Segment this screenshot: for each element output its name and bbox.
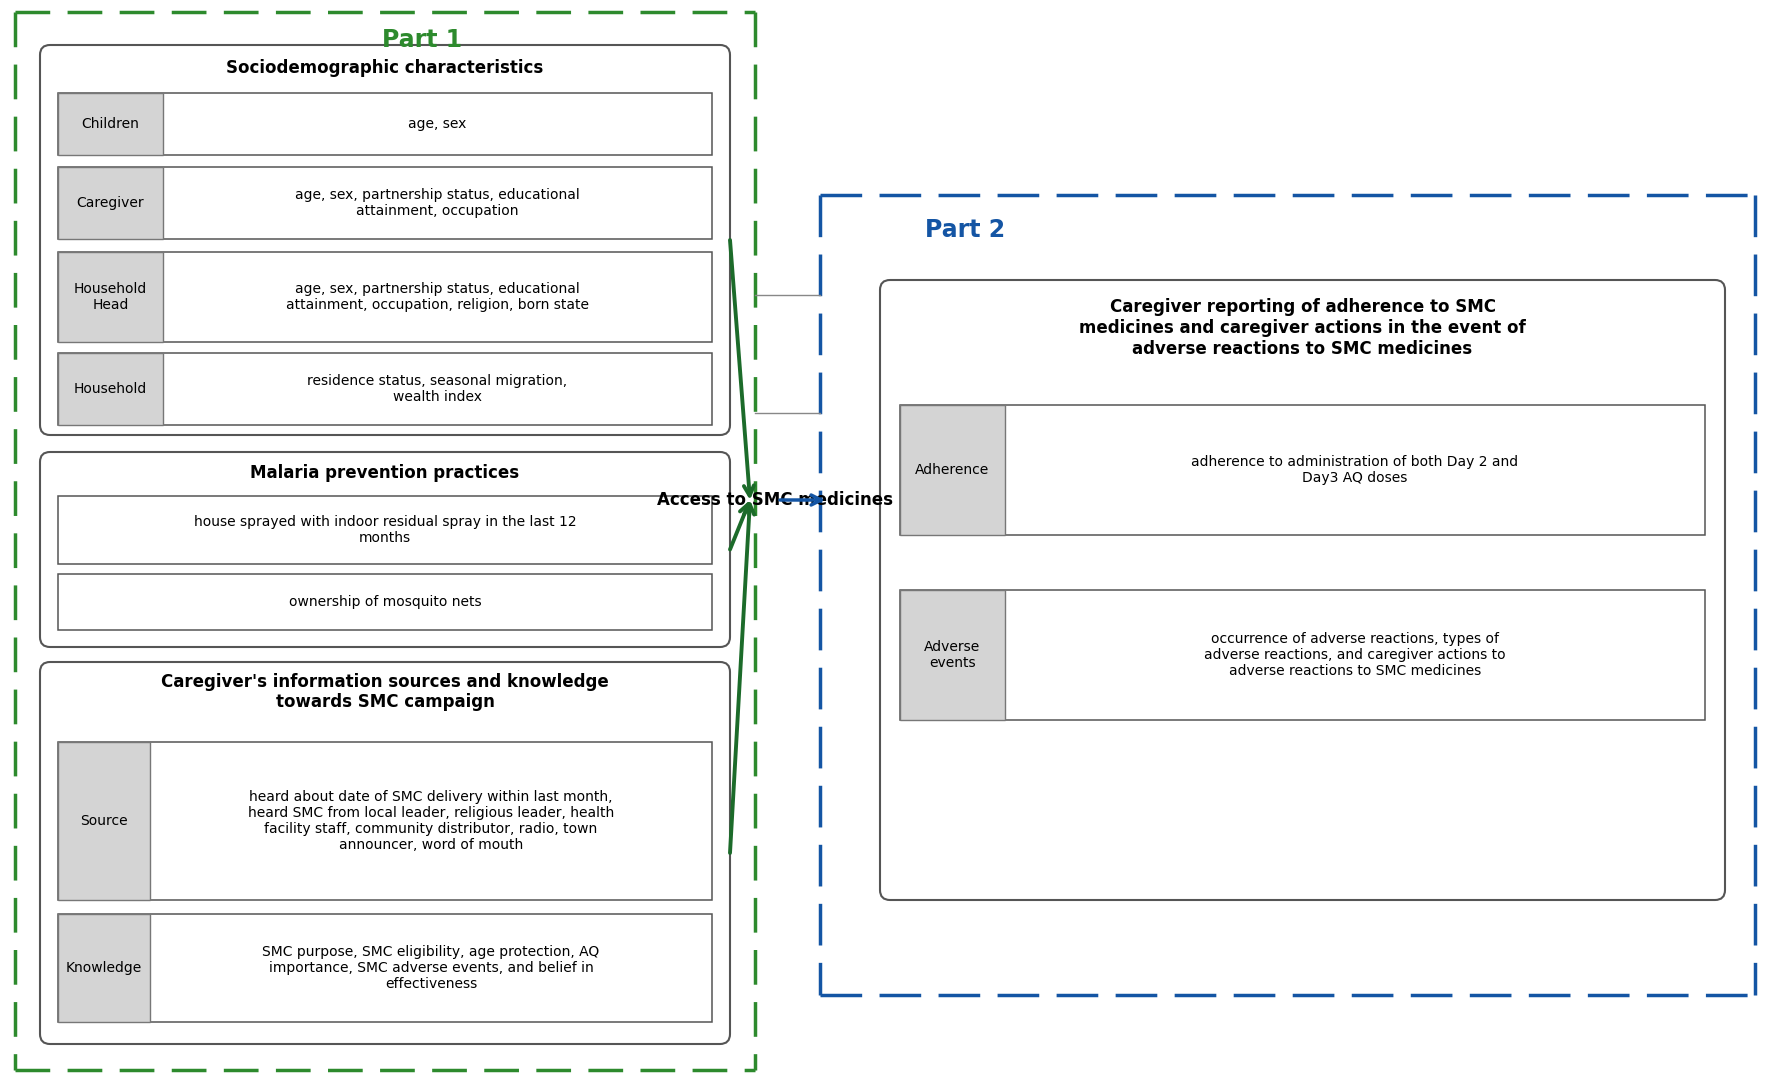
Text: Sociodemographic characteristics: Sociodemographic characteristics: [227, 58, 543, 77]
Text: adherence to administration of both Day 2 and
Day3 AQ doses: adherence to administration of both Day …: [1191, 455, 1519, 485]
Bar: [58, 914, 150, 1022]
Text: age, sex, partnership status, educational
attainment, occupation, religion, born: age, sex, partnership status, educationa…: [287, 282, 589, 312]
FancyBboxPatch shape: [41, 452, 729, 647]
FancyBboxPatch shape: [41, 45, 729, 435]
Bar: [58, 252, 712, 342]
Text: Children: Children: [81, 117, 140, 131]
Text: age, sex: age, sex: [409, 117, 467, 131]
Text: Caregiver's information sources and knowledge
towards SMC campaign: Caregiver's information sources and know…: [161, 673, 609, 712]
Text: Caregiver: Caregiver: [76, 196, 145, 210]
Text: SMC purpose, SMC eligibility, age protection, AQ
importance, SMC adverse events,: SMC purpose, SMC eligibility, age protec…: [262, 944, 600, 991]
Text: Part 1: Part 1: [382, 28, 462, 52]
Text: ownership of mosquito nets: ownership of mosquito nets: [289, 595, 481, 609]
Text: Adherence: Adherence: [915, 464, 989, 477]
Bar: [899, 405, 1005, 535]
Bar: [58, 167, 712, 239]
Bar: [899, 590, 1705, 720]
Text: Part 2: Part 2: [926, 218, 1005, 242]
Bar: [58, 93, 712, 155]
Bar: [58, 353, 712, 425]
Text: age, sex, partnership status, educational
attainment, occupation: age, sex, partnership status, educationa…: [296, 187, 581, 218]
Text: occurrence of adverse reactions, types of
adverse reactions, and caregiver actio: occurrence of adverse reactions, types o…: [1204, 631, 1506, 678]
Bar: [899, 590, 1005, 720]
Bar: [58, 93, 163, 155]
FancyBboxPatch shape: [41, 662, 729, 1044]
Text: Household
Head: Household Head: [74, 282, 147, 312]
Text: Malaria prevention practices: Malaria prevention practices: [250, 464, 520, 482]
Text: Adverse
events: Adverse events: [924, 640, 981, 670]
Bar: [58, 914, 712, 1022]
Bar: [58, 574, 712, 630]
Bar: [58, 496, 712, 564]
Bar: [899, 405, 1705, 535]
Text: residence status, seasonal migration,
wealth index: residence status, seasonal migration, we…: [308, 374, 568, 404]
Bar: [58, 252, 163, 342]
Bar: [58, 742, 150, 900]
Text: Knowledge: Knowledge: [65, 961, 142, 975]
Bar: [58, 167, 163, 239]
Text: house sprayed with indoor residual spray in the last 12
months: house sprayed with indoor residual spray…: [193, 514, 577, 545]
Text: Caregiver reporting of adherence to SMC
medicines and caregiver actions in the e: Caregiver reporting of adherence to SMC …: [1080, 298, 1526, 357]
Text: Access to SMC medicines: Access to SMC medicines: [657, 491, 894, 509]
Bar: [58, 742, 712, 900]
Text: heard about date of SMC delivery within last month,
heard SMC from local leader,: heard about date of SMC delivery within …: [248, 790, 614, 852]
Text: Household: Household: [74, 382, 147, 396]
Text: Source: Source: [80, 814, 127, 828]
FancyBboxPatch shape: [880, 280, 1726, 900]
Bar: [58, 353, 163, 425]
